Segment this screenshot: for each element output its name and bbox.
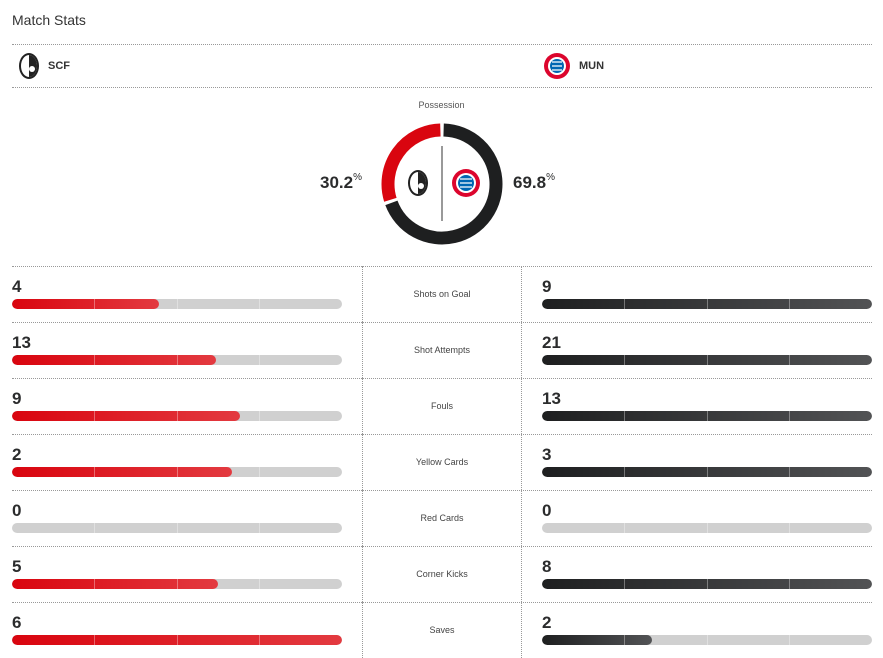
home-team-abbr: SCF <box>48 60 70 72</box>
away-stat-bar <box>542 411 872 421</box>
home-stat-fill <box>12 579 219 589</box>
divider <box>12 266 872 267</box>
home-stat-fill <box>12 411 241 421</box>
away-stat-fill <box>542 411 872 421</box>
divider <box>12 546 872 547</box>
home-team[interactable]: SCF <box>18 52 70 80</box>
stat-label: Shot Attempts <box>362 322 522 378</box>
stat-label: Fouls <box>362 378 522 434</box>
stat-row: 5 Corner Kicks 8 <box>12 546 872 602</box>
home-stat-value: 6 <box>12 613 22 632</box>
stat-label: Yellow Cards <box>362 434 522 490</box>
home-possession-arc <box>381 123 441 202</box>
home-stat-fill <box>12 355 217 365</box>
divider <box>12 87 872 88</box>
divider <box>12 490 872 491</box>
home-stat-fill <box>12 467 232 477</box>
away-stat-bar <box>542 523 872 533</box>
home-stat-bar <box>12 355 342 365</box>
home-possession: 30.2% <box>320 172 362 192</box>
home-stat-fill <box>12 299 159 309</box>
away-stat-bar <box>542 355 872 365</box>
home-stat-value: 5 <box>12 557 22 576</box>
divider <box>12 44 872 45</box>
home-stat-bar <box>12 635 342 645</box>
fcb-logo-icon <box>544 53 570 79</box>
scf-logo-icon <box>19 53 39 79</box>
stat-label: Saves <box>362 602 522 658</box>
away-stat-value: 21 <box>542 333 561 352</box>
away-stat-fill <box>542 467 872 477</box>
away-stat-value: 2 <box>542 613 552 632</box>
away-stat-bar <box>542 467 872 477</box>
home-stat-value: 13 <box>12 333 31 352</box>
away-stat-fill <box>542 299 872 309</box>
stat-label: Shots on Goal <box>362 266 522 322</box>
home-stat-value: 4 <box>12 277 22 296</box>
possession-label: Possession <box>418 100 465 110</box>
section-title: Match Stats <box>12 12 86 28</box>
home-stat-value: 9 <box>12 389 22 408</box>
away-stat-bar <box>542 579 872 589</box>
stat-row: 13 Shot Attempts 21 <box>12 322 872 378</box>
stat-row: 2 Yellow Cards 3 <box>12 434 872 490</box>
stat-label: Red Cards <box>362 490 522 546</box>
away-stat-value: 13 <box>542 389 561 408</box>
divider <box>12 378 872 379</box>
possession-donut <box>381 123 503 245</box>
away-stat-fill <box>542 355 872 365</box>
home-stat-value: 2 <box>12 445 22 464</box>
away-possession: 69.8% <box>513 172 555 192</box>
away-stat-bar <box>542 635 872 645</box>
home-stat-bar <box>12 579 342 589</box>
away-stat-bar <box>542 299 872 309</box>
away-stat-fill <box>542 579 872 589</box>
stat-label: Corner Kicks <box>362 546 522 602</box>
home-stat-fill <box>12 635 342 645</box>
away-team[interactable]: MUN <box>543 52 604 80</box>
divider <box>12 602 872 603</box>
away-possession-arc <box>385 123 503 245</box>
home-stat-bar <box>12 411 342 421</box>
home-stat-bar <box>12 523 342 533</box>
away-stat-value: 9 <box>542 277 552 296</box>
home-stat-bar <box>12 467 342 477</box>
divider <box>12 434 872 435</box>
away-stat-value: 8 <box>542 557 552 576</box>
fcb-logo-icon <box>452 169 480 197</box>
away-stat-fill <box>542 635 652 645</box>
divider <box>12 322 872 323</box>
stat-row: 0 Red Cards 0 <box>12 490 872 546</box>
stat-row: 6 Saves 2 <box>12 602 872 658</box>
stat-row: 9 Fouls 13 <box>12 378 872 434</box>
away-stat-value: 0 <box>542 501 552 520</box>
home-stat-bar <box>12 299 342 309</box>
away-team-abbr: MUN <box>579 60 605 72</box>
home-stat-value: 0 <box>12 501 22 520</box>
stat-row: 4 Shots on Goal 9 <box>12 266 872 322</box>
scf-logo-icon <box>408 170 428 196</box>
away-stat-value: 3 <box>542 445 552 464</box>
